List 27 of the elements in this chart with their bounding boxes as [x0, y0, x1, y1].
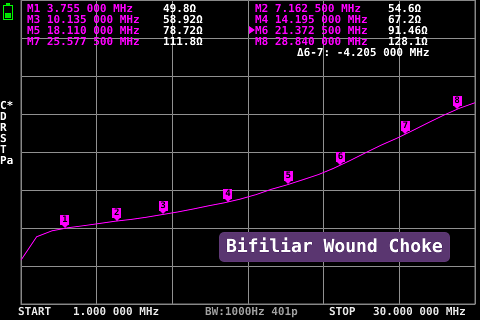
annotation: 2 — [112, 208, 122, 218]
text: Pa — [0, 154, 14, 167]
annotation: 6 — [336, 152, 345, 162]
text: M5 18.110 000 MHz 78.72Ω — [27, 24, 203, 37]
annotation: 4 — [223, 188, 232, 199]
text: M4 14.195 000 MHz 67.2Ω — [255, 13, 422, 26]
text: R — [0, 121, 7, 134]
annotation: 5 — [284, 171, 293, 182]
text: M6 21.372 500 MHz 91.46Ω — [255, 24, 428, 37]
text: S — [0, 132, 7, 145]
text: Δ6-7: -4.205 000 MHz — [297, 46, 430, 59]
text: M1 3.755 000 MHz 49.8Ω — [27, 2, 196, 15]
text: START 1.000 000 MHz — [18, 305, 160, 318]
text: BW:1000Hz 401p — [205, 305, 298, 318]
text: M2 7.162 500 MHz 54.6Ω — [255, 2, 422, 15]
text: Bifiliar Wound Choke — [219, 232, 450, 262]
annotation: 7 — [400, 121, 410, 132]
annotation: 8 — [452, 96, 462, 106]
annotation: 3 — [158, 201, 168, 212]
text: STOP 30.000 000 MHz — [329, 305, 466, 318]
annotation: 1 — [60, 215, 70, 226]
text: M7 25.577 500 MHz 111.8Ω — [27, 35, 203, 48]
text: C* — [0, 99, 14, 112]
text: D — [0, 110, 7, 123]
text: M8 28.840 000 MHz 128.1Ω — [255, 35, 428, 48]
text: M3 10.135 000 MHz 58.92Ω — [27, 13, 203, 26]
text: T — [0, 143, 7, 156]
